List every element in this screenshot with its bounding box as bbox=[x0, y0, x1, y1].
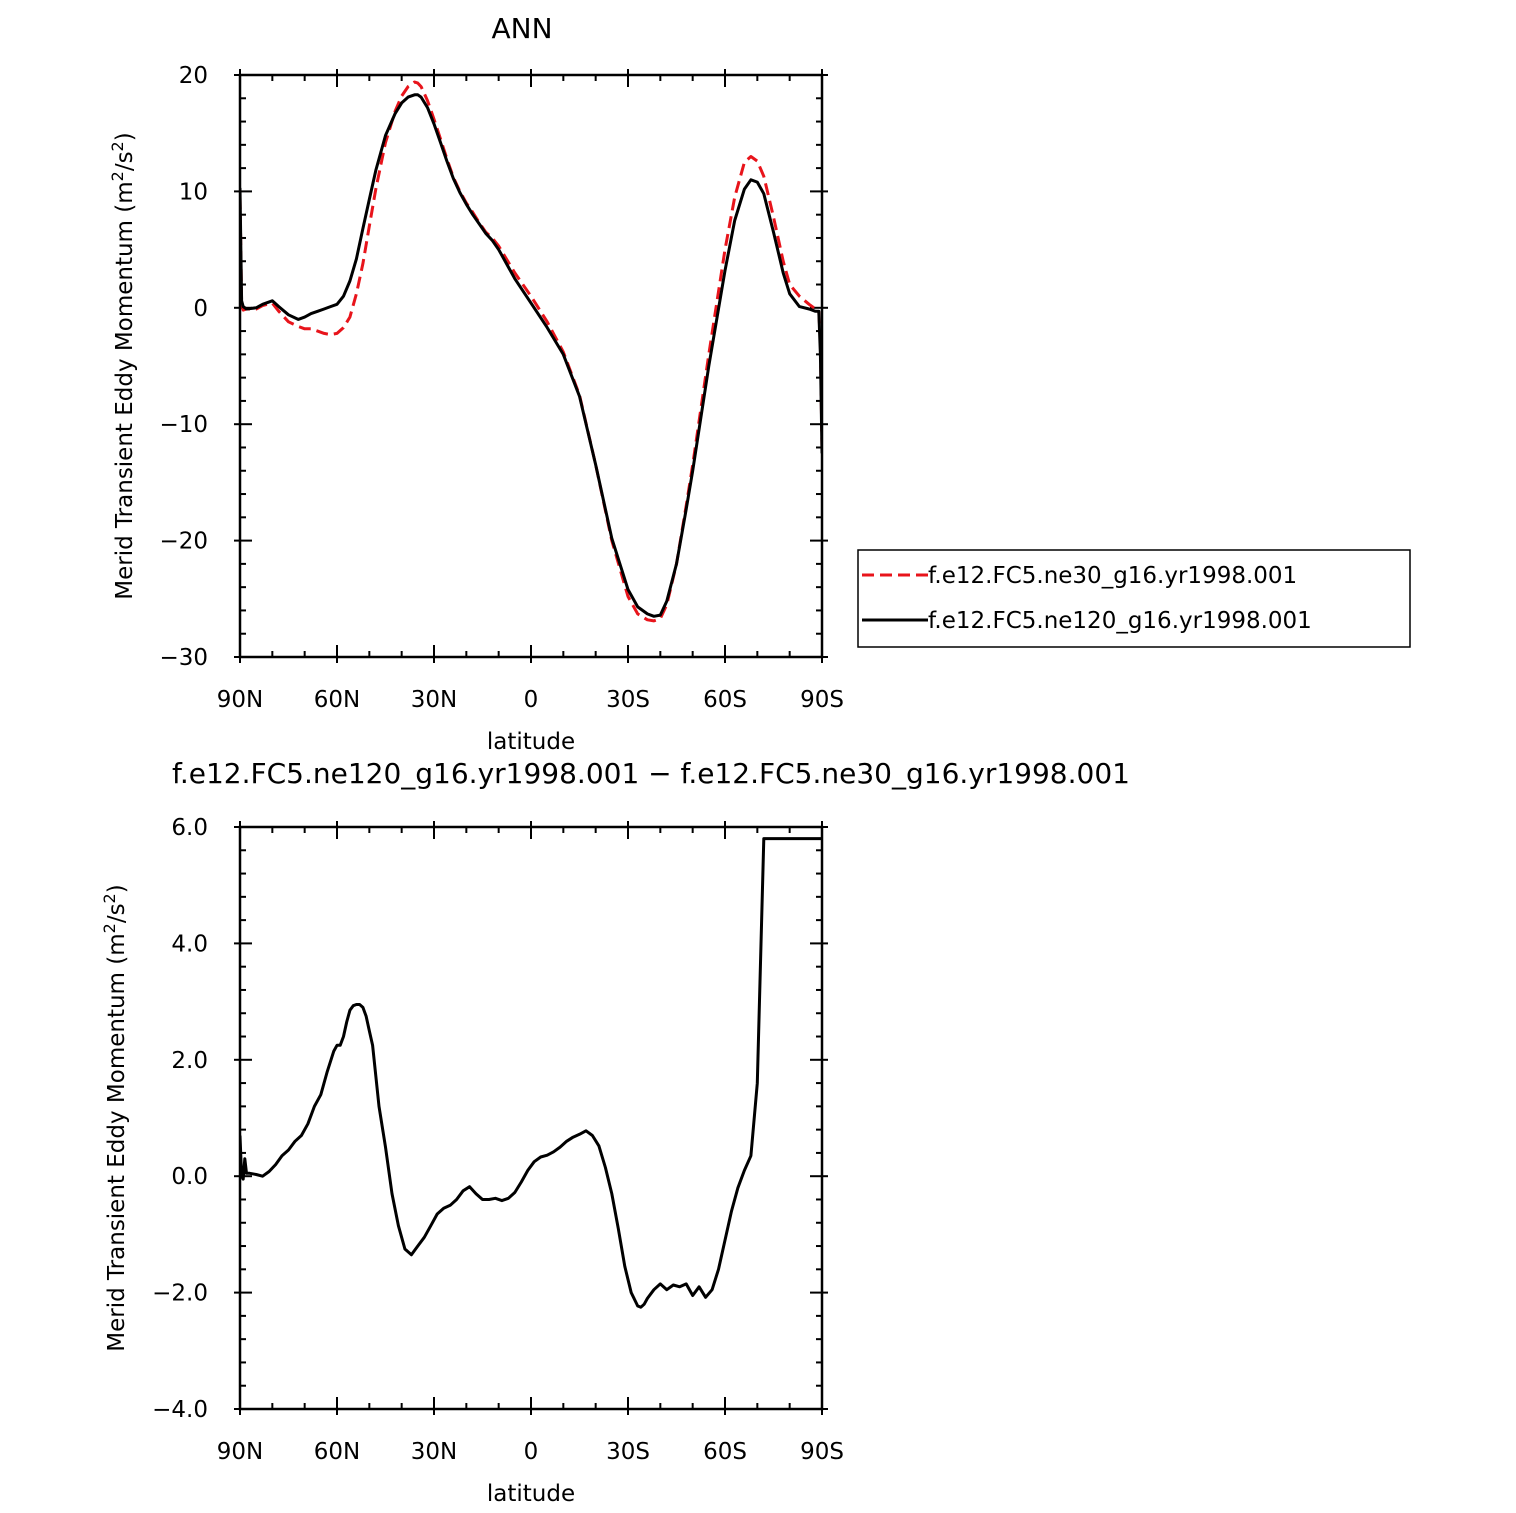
x-tick-label: 30N bbox=[411, 687, 457, 713]
series-line-1 bbox=[240, 93, 822, 618]
y-tick-label: 0.0 bbox=[171, 1164, 208, 1190]
bottom-panel: f.e12.FC5.ne120_g16.yr1998.001 − f.e12.F… bbox=[100, 757, 1130, 1507]
x-tick-label: 60N bbox=[314, 687, 360, 713]
y-tick-label: 20 bbox=[179, 63, 208, 89]
x-tick-label: 0 bbox=[524, 1439, 539, 1465]
plot-area bbox=[240, 837, 822, 1309]
y-tick-label: −30 bbox=[159, 645, 208, 671]
series-line-0 bbox=[240, 80, 822, 623]
y-tick-label: −10 bbox=[159, 412, 208, 438]
x-tick-label: 60S bbox=[703, 687, 747, 713]
y-tick-label: −2.0 bbox=[152, 1281, 208, 1307]
y-tick-label: 2.0 bbox=[171, 1048, 208, 1074]
x-tick-label: 30S bbox=[606, 1439, 650, 1465]
y-tick-label: 0 bbox=[193, 296, 208, 322]
y-tick-label: 10 bbox=[179, 179, 208, 205]
y-axis-label: Merid Transient Eddy Momentum (m2/s2) bbox=[100, 884, 130, 1351]
chart-title: f.e12.FC5.ne120_g16.yr1998.001 − f.e12.F… bbox=[172, 757, 1130, 790]
chart-title: ANN bbox=[491, 12, 552, 45]
x-tick-label: 30S bbox=[606, 687, 650, 713]
y-axis-label: Merid Transient Eddy Momentum (m2/s2) bbox=[108, 132, 138, 599]
x-axis-label: latitude bbox=[487, 1481, 575, 1507]
y-tick-label: 4.0 bbox=[171, 931, 208, 957]
x-tick-label: 0 bbox=[524, 687, 539, 713]
x-tick-label: 90S bbox=[800, 687, 844, 713]
plot-area bbox=[240, 80, 822, 623]
x-axis-label: latitude bbox=[487, 729, 575, 755]
x-tick-label: 90N bbox=[217, 1439, 263, 1465]
y-tick-label: 6.0 bbox=[171, 815, 208, 841]
plot-frame bbox=[238, 825, 824, 1411]
legend-label-1: f.e12.FC5.ne120_g16.yr1998.001 bbox=[928, 608, 1312, 634]
plot-frame bbox=[238, 73, 824, 659]
y-tick-label: −20 bbox=[159, 529, 208, 555]
series-line-0 bbox=[240, 837, 822, 1309]
x-tick-label: 60N bbox=[314, 1439, 360, 1465]
x-tick-label: 90N bbox=[217, 687, 263, 713]
x-tick-label: 60S bbox=[703, 1439, 747, 1465]
x-tick-label: 90S bbox=[800, 1439, 844, 1465]
y-tick-label: −4.0 bbox=[152, 1397, 208, 1423]
legend-label-0: f.e12.FC5.ne30_g16.yr1998.001 bbox=[928, 563, 1297, 589]
top-panel: ANN 90N 60N 30N 0 30S 60S 90S 20 10 0 −10 −20 −30 lati… bbox=[108, 12, 1411, 755]
x-tick-label: 30N bbox=[411, 1439, 457, 1465]
legend-box bbox=[857, 549, 1411, 648]
